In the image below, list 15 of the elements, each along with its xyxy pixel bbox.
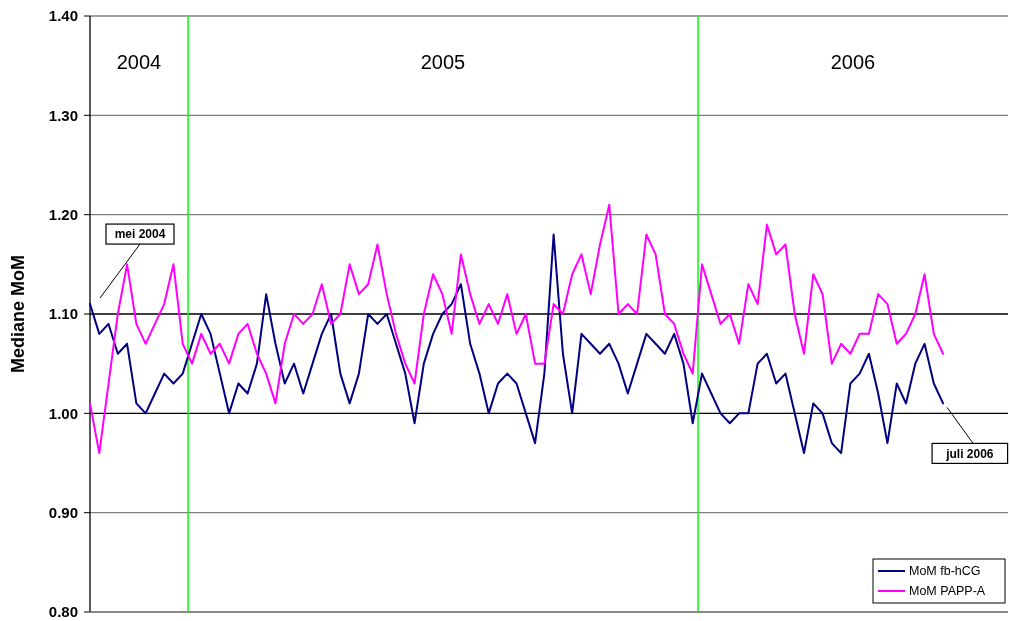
annotation: mei 2004 (114, 227, 166, 242)
y-tick-label: 1.40 (48, 7, 78, 25)
y-tick-label: 0.90 (48, 503, 78, 521)
legend-label: MoM fb-hCG (909, 564, 981, 579)
y-tick-label: 1.00 (48, 404, 78, 422)
y-tick-label: 0.80 (48, 603, 78, 621)
annotation: 2005 (420, 51, 466, 73)
y-tick-label: 1.20 (48, 205, 78, 223)
y-tick-label: 1.10 (48, 305, 78, 323)
annotation: 2006 (830, 51, 876, 73)
legend-label: MoM PAPP-A (909, 584, 986, 599)
y-axis-title: Mediane MoM (8, 254, 28, 374)
annotation: juli 2006 (945, 446, 994, 461)
annotation: 2004 (116, 51, 162, 73)
y-tick-label: 1.30 (48, 106, 78, 124)
